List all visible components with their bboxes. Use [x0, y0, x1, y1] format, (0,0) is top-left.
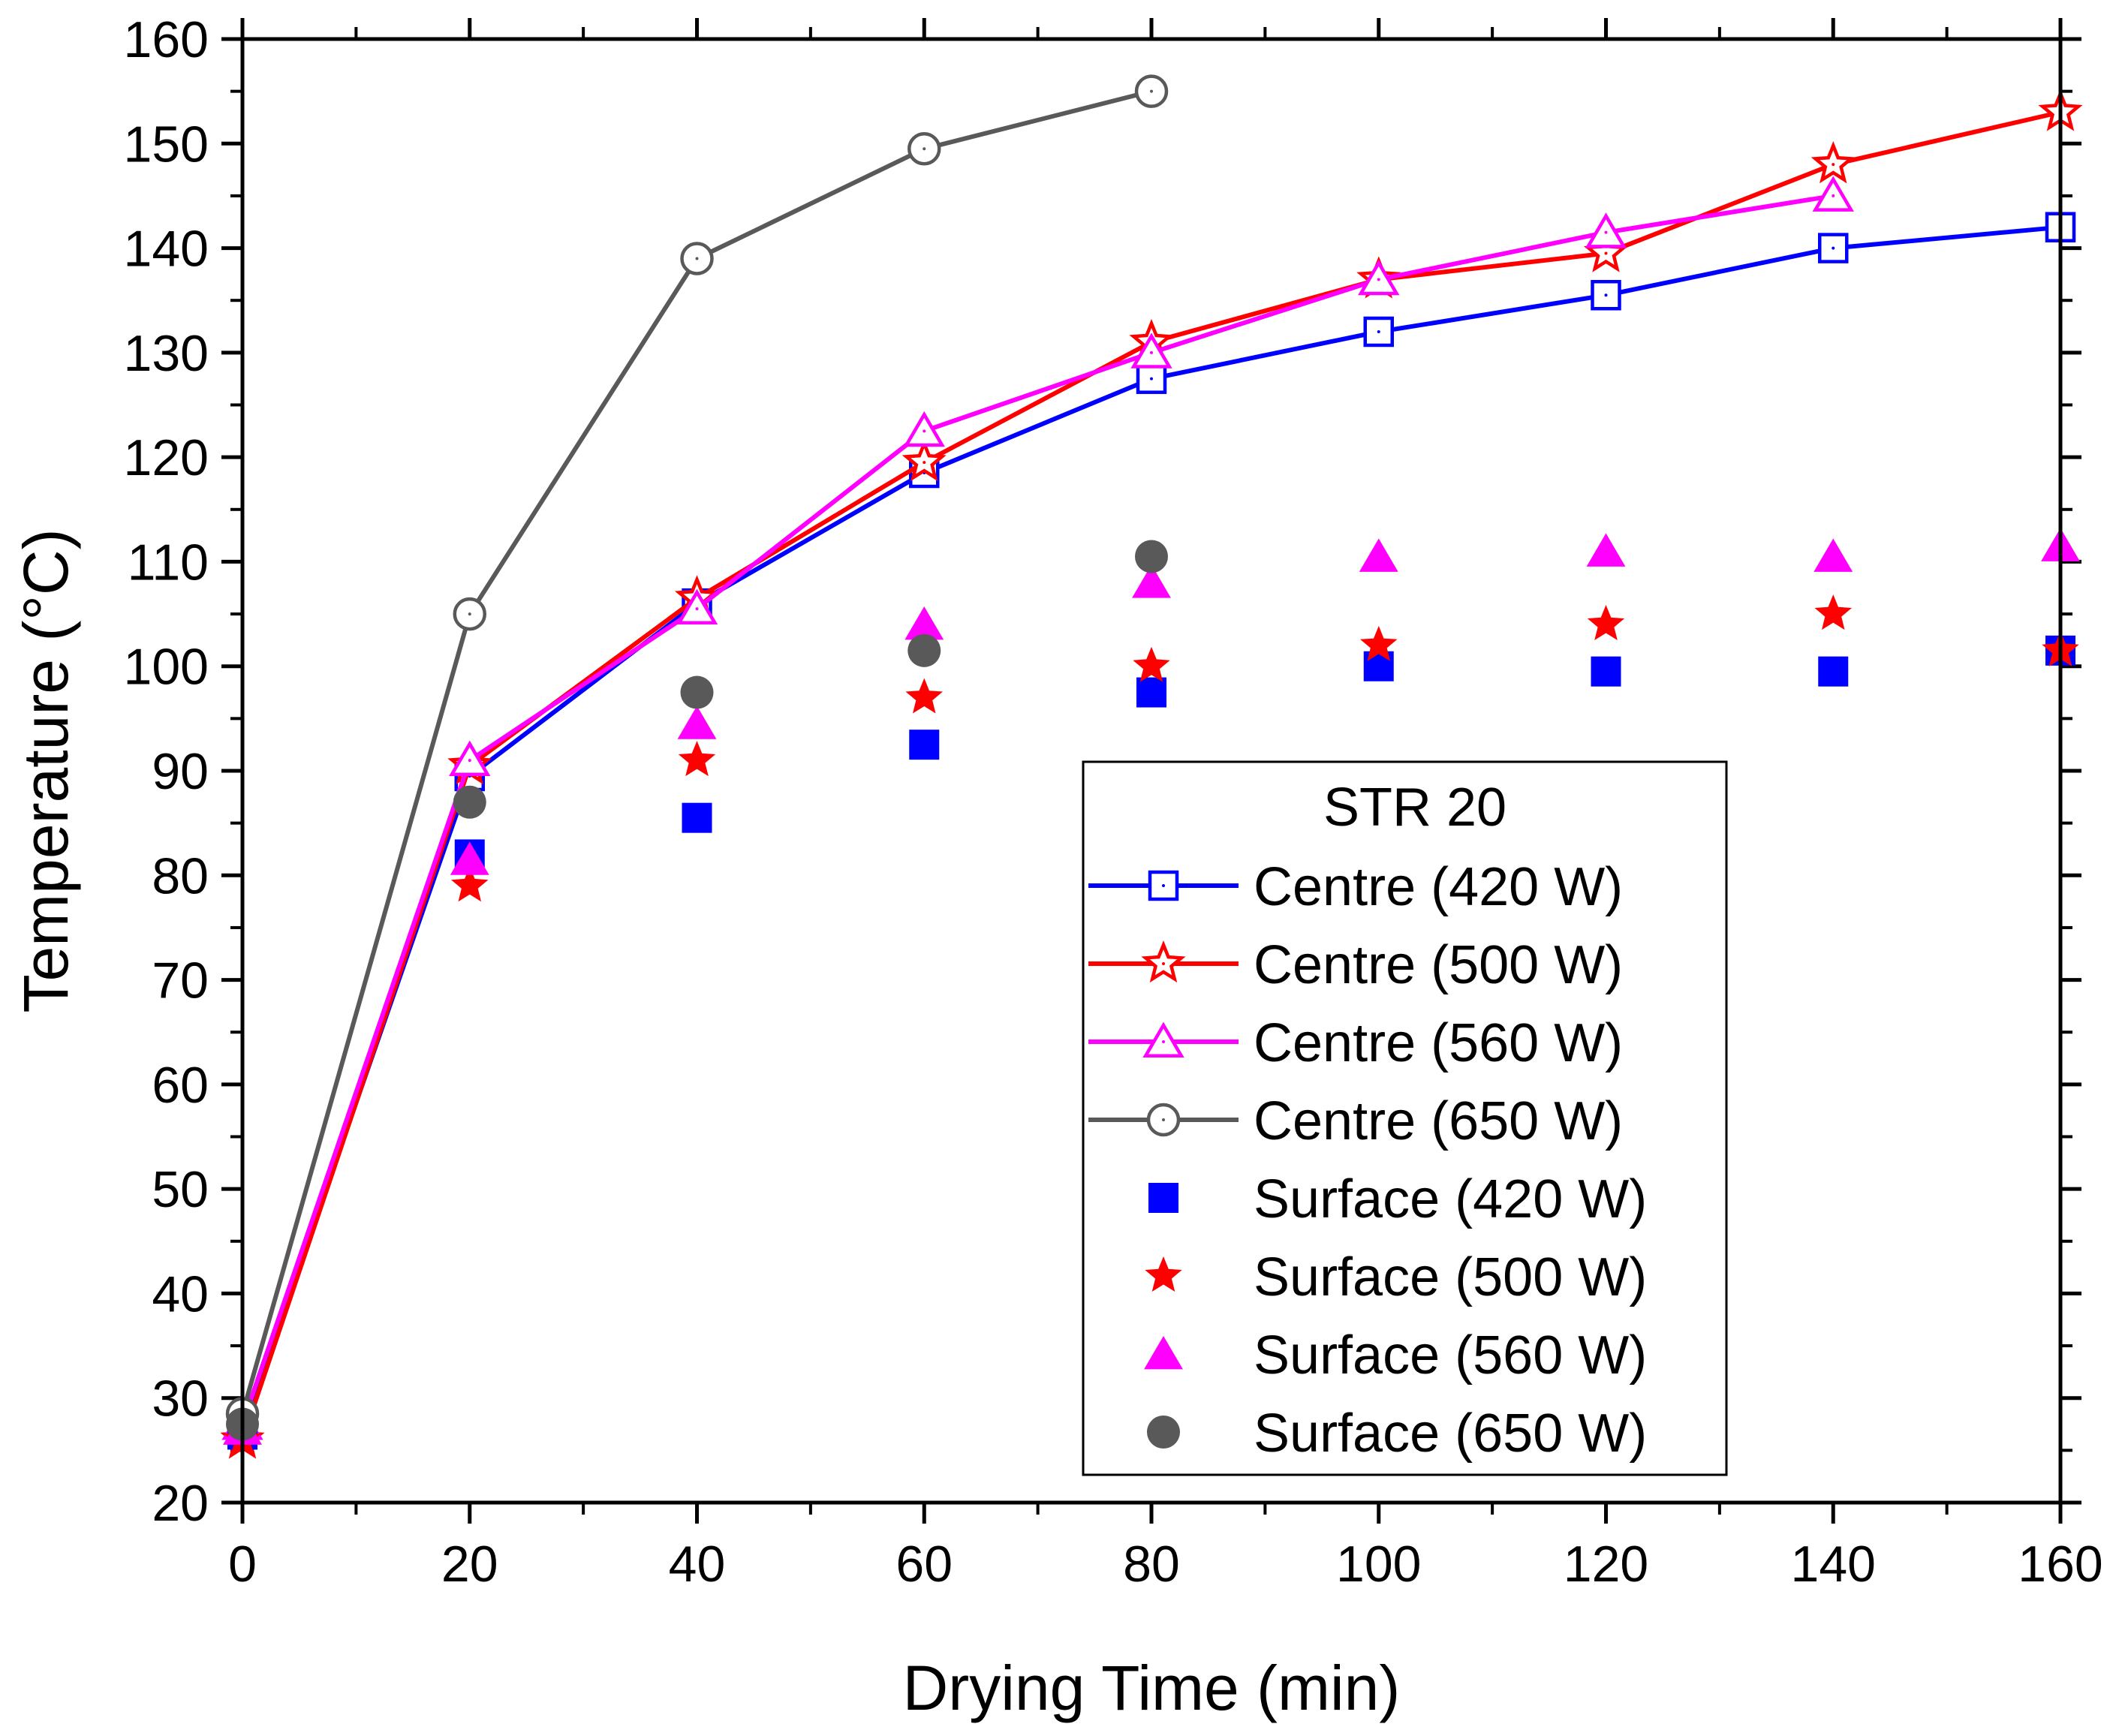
- data-point: [1810, 141, 1856, 184]
- y-tick-label: 50: [152, 1161, 209, 1218]
- y-tick-label: 110: [128, 534, 209, 591]
- data-point-center-dot: [1377, 278, 1380, 281]
- x-axis-title: Drying Time (min): [903, 1653, 1401, 1723]
- y-tick-label: 90: [152, 743, 209, 800]
- data-point: [1135, 540, 1168, 573]
- data-point: [1359, 538, 1398, 572]
- data-point: [451, 866, 489, 902]
- legend-label: Surface (420 W): [1254, 1169, 1647, 1229]
- legend-title: STR 20: [1323, 778, 1506, 838]
- data-point: [677, 706, 717, 739]
- data-point-center-dot: [1604, 230, 1608, 234]
- data-point: [450, 841, 489, 875]
- data-point-center-dot: [1832, 246, 1835, 250]
- legend-label: Surface (650 W): [1254, 1404, 1647, 1464]
- series-2: [221, 176, 1854, 1440]
- y-tick-label: 70: [152, 952, 209, 1009]
- data-point-center-dot: [695, 257, 699, 260]
- data-point: [904, 606, 944, 640]
- axes: 0 20 40 60 80 100 120 140 160 20 30 40 50 60 70 80 90 100…: [124, 11, 2103, 1593]
- data-point-center-dot: [1150, 89, 1153, 93]
- legend-label: Surface (500 W): [1254, 1247, 1647, 1307]
- data-point: [908, 633, 941, 667]
- data-point-center-dot: [1604, 293, 1608, 297]
- data-point: [905, 678, 943, 714]
- y-tick-label: 160: [124, 11, 209, 68]
- legend-swatch-marker-center-dot: [1162, 962, 1165, 965]
- legend-label: Centre (500 W): [1254, 935, 1623, 995]
- data-point: [1587, 605, 1625, 640]
- data-point: [453, 785, 486, 819]
- x-tick-label: 60: [895, 1536, 953, 1593]
- data-point-center-dot: [1832, 194, 1835, 197]
- data-point: [1818, 656, 1849, 687]
- data-point-center-dot: [468, 612, 471, 616]
- data-point: [1591, 656, 1621, 687]
- x-tick-label: 20: [441, 1536, 498, 1593]
- data-point: [1136, 677, 1166, 708]
- data-point-center-dot: [1150, 351, 1153, 354]
- legend-swatch-marker-center-dot: [1162, 884, 1165, 887]
- legend-label: Surface (560 W): [1254, 1325, 1647, 1385]
- data-point-center-dot: [468, 759, 471, 763]
- series-layer: [220, 74, 2083, 1459]
- plot-frame: [240, 37, 2063, 1505]
- x-tick-label: 40: [669, 1536, 726, 1593]
- data-point: [1814, 594, 1852, 630]
- data-point-center-dot: [1150, 377, 1153, 381]
- x-tick-label: 80: [1123, 1536, 1180, 1593]
- legend-swatch-marker: [1148, 1183, 1178, 1213]
- data-point: [1363, 651, 1394, 681]
- data-point-center-dot: [923, 147, 926, 151]
- data-point-center-dot: [923, 429, 926, 433]
- y-tick-label: 20: [152, 1475, 209, 1532]
- y-axis-title: Temperature (°C): [11, 528, 81, 1012]
- y-tick-label: 150: [124, 116, 209, 173]
- x-tick-label: 0: [228, 1536, 257, 1593]
- data-point-center-dot: [695, 607, 699, 611]
- data-point-center-dot: [1377, 330, 1380, 333]
- x-tick-label: 120: [1564, 1536, 1648, 1593]
- y-tick-label: 140: [124, 221, 209, 278]
- data-point: [1133, 646, 1170, 682]
- y-tick-label: 130: [124, 325, 209, 382]
- data-point: [682, 802, 712, 833]
- x-tick-label: 140: [1791, 1536, 1876, 1593]
- legend-swatch-marker-center-dot: [1162, 1040, 1165, 1043]
- data-point-center-dot: [1604, 251, 1608, 255]
- data-point: [1586, 533, 1626, 567]
- data-point: [678, 741, 716, 777]
- y-tick-label: 40: [152, 1265, 209, 1322]
- y-tick-label: 100: [124, 639, 209, 696]
- legend-label: Centre (650 W): [1254, 1091, 1623, 1151]
- legend-swatch-marker-center-dot: [1162, 1118, 1165, 1121]
- x-tick-label: 160: [2018, 1536, 2102, 1593]
- data-point: [680, 675, 714, 709]
- y-tick-label: 80: [152, 847, 209, 904]
- series-7: [226, 540, 1168, 1441]
- legend-swatch-marker: [1147, 1416, 1180, 1449]
- data-point: [1814, 538, 1853, 572]
- data-point-center-dot: [923, 461, 926, 465]
- legend-swatch-marker: [1144, 1336, 1183, 1370]
- legend-swatch-marker: [1145, 1256, 1182, 1292]
- legend-label: Centre (420 W): [1254, 857, 1623, 917]
- legend-swatch-marker: [1141, 940, 1186, 983]
- x-tick-label: 100: [1336, 1536, 1421, 1593]
- y-tick-label: 120: [124, 429, 209, 486]
- legend-label: Centre (560 W): [1254, 1013, 1623, 1073]
- data-point: [1360, 625, 1398, 661]
- data-point: [1132, 564, 1171, 598]
- series-line: [240, 193, 1834, 1425]
- legend: STR 20 Centre (420 W) Centre (500 W) Centr…: [1082, 760, 1728, 1476]
- data-point: [909, 730, 940, 760]
- data-point: [901, 439, 947, 482]
- y-tick-label: 30: [152, 1370, 209, 1428]
- y-tick-label: 60: [152, 1057, 209, 1114]
- data-point-center-dot: [1832, 163, 1835, 167]
